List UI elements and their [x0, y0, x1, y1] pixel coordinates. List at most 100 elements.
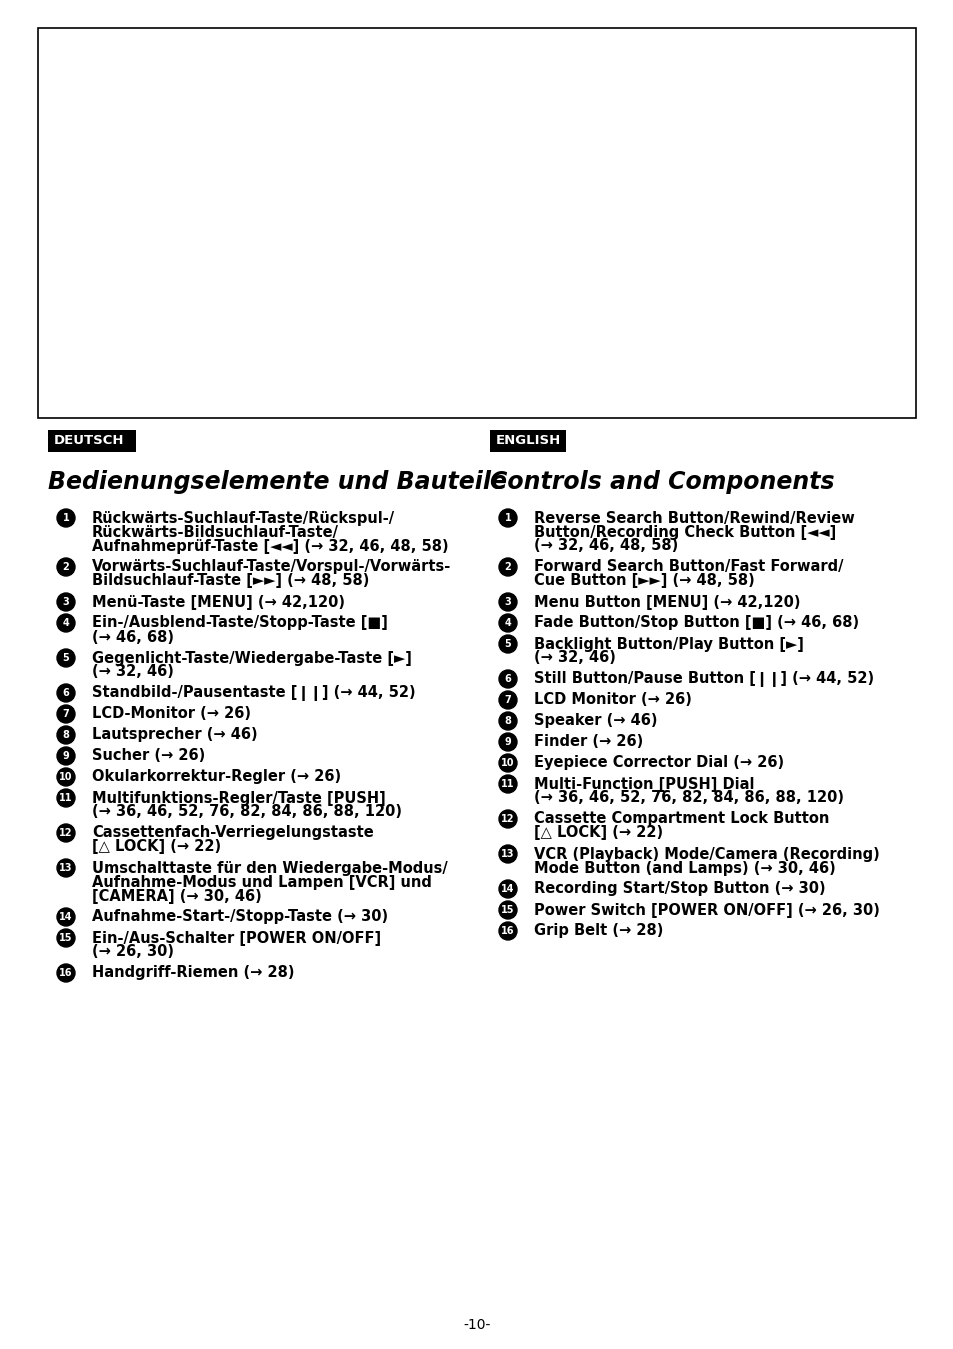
Text: 2: 2	[63, 563, 70, 572]
Text: Sucher (→ 26): Sucher (→ 26)	[91, 749, 205, 764]
Text: Aufnahme-Modus und Lampen [VCR] und: Aufnahme-Modus und Lampen [VCR] und	[91, 874, 432, 889]
Circle shape	[57, 859, 75, 877]
Text: LCD Monitor (→ 26): LCD Monitor (→ 26)	[534, 692, 691, 707]
Circle shape	[498, 774, 517, 793]
Text: Cassettenfach-Verriegelungstaste: Cassettenfach-Verriegelungstaste	[91, 826, 374, 840]
Circle shape	[57, 824, 75, 842]
Text: 12: 12	[59, 828, 72, 838]
Text: 10: 10	[59, 772, 72, 782]
Bar	[48, 430, 136, 452]
Text: 1: 1	[63, 513, 70, 523]
Circle shape	[57, 614, 75, 631]
Text: Still Button/Pause Button [❙❙] (→ 44, 52): Still Button/Pause Button [❙❙] (→ 44, 52…	[534, 670, 873, 687]
Text: Multi-Function [PUSH] Dial: Multi-Function [PUSH] Dial	[534, 777, 754, 792]
Text: Gegenlicht-Taste/Wiedergabe-Taste [►]: Gegenlicht-Taste/Wiedergabe-Taste [►]	[91, 650, 412, 665]
Text: Reverse Search Button/Rewind/Review: Reverse Search Button/Rewind/Review	[534, 510, 854, 526]
Text: Controls and Components: Controls and Components	[490, 469, 834, 494]
Text: 11: 11	[500, 778, 515, 789]
Text: ENGLISH: ENGLISH	[496, 434, 560, 448]
Text: Menu Button [MENU] (→ 42,120): Menu Button [MENU] (→ 42,120)	[534, 595, 800, 610]
Text: 10: 10	[500, 758, 515, 768]
Text: Fade Button/Stop Button [■] (→ 46, 68): Fade Button/Stop Button [■] (→ 46, 68)	[534, 615, 859, 630]
Circle shape	[57, 706, 75, 723]
Text: 8: 8	[504, 716, 511, 726]
Text: Speaker (→ 46): Speaker (→ 46)	[534, 714, 657, 728]
Text: Cassette Compartment Lock Button: Cassette Compartment Lock Button	[534, 812, 828, 827]
Text: Multifunktions-Regler/Taste [PUSH]: Multifunktions-Regler/Taste [PUSH]	[91, 791, 385, 805]
Circle shape	[498, 691, 517, 710]
Text: 15: 15	[500, 905, 515, 915]
Text: 15: 15	[59, 934, 72, 943]
Text: Standbild-/Pausentaste [❙❙] (→ 44, 52): Standbild-/Pausentaste [❙❙] (→ 44, 52)	[91, 685, 416, 701]
Circle shape	[57, 965, 75, 982]
Text: [CAMERA] (→ 30, 46): [CAMERA] (→ 30, 46)	[91, 889, 261, 904]
Text: 8: 8	[63, 730, 70, 741]
Text: Grip Belt (→ 28): Grip Belt (→ 28)	[534, 924, 662, 939]
Text: 5: 5	[504, 639, 511, 649]
Text: 4: 4	[504, 618, 511, 629]
Text: 9: 9	[63, 751, 70, 761]
Circle shape	[57, 726, 75, 745]
Circle shape	[498, 509, 517, 527]
Text: (→ 32, 46, 48, 58): (→ 32, 46, 48, 58)	[534, 538, 678, 553]
Circle shape	[57, 558, 75, 576]
Circle shape	[498, 558, 517, 576]
Text: 7: 7	[63, 710, 70, 719]
Text: (→ 32, 46): (→ 32, 46)	[91, 665, 173, 680]
Text: DEUTSCH: DEUTSCH	[54, 434, 125, 448]
Circle shape	[498, 880, 517, 898]
Text: VCR (Playback) Mode/Camera (Recording): VCR (Playback) Mode/Camera (Recording)	[534, 847, 879, 862]
Text: (→ 26, 30): (→ 26, 30)	[91, 944, 173, 959]
Text: 11: 11	[59, 793, 72, 803]
Circle shape	[498, 670, 517, 688]
Text: Backlight Button/Play Button [►]: Backlight Button/Play Button [►]	[534, 637, 803, 652]
Circle shape	[57, 509, 75, 527]
Circle shape	[498, 712, 517, 730]
Text: Vorwärts-Suchlauf-Taste/Vorspul-/Vorwärts-: Vorwärts-Suchlauf-Taste/Vorspul-/Vorwärt…	[91, 560, 451, 575]
Text: Menü-Taste [MENU] (→ 42,120): Menü-Taste [MENU] (→ 42,120)	[91, 595, 345, 610]
Text: 3: 3	[504, 598, 511, 607]
Text: 4: 4	[63, 618, 70, 629]
Text: [△ LOCK] (→ 22): [△ LOCK] (→ 22)	[534, 826, 662, 840]
Circle shape	[57, 684, 75, 701]
Text: 16: 16	[500, 925, 515, 936]
Text: 14: 14	[500, 884, 515, 894]
Text: 14: 14	[59, 912, 72, 921]
Text: (→ 46, 68): (→ 46, 68)	[91, 630, 173, 645]
Circle shape	[498, 754, 517, 772]
Circle shape	[57, 908, 75, 925]
Text: LCD-Monitor (→ 26): LCD-Monitor (→ 26)	[91, 707, 251, 722]
Text: Ein-/Ausblend-Taste/Stopp-Taste [■]: Ein-/Ausblend-Taste/Stopp-Taste [■]	[91, 615, 388, 630]
Text: [△ LOCK] (→ 22): [△ LOCK] (→ 22)	[91, 839, 221, 854]
Text: Button/Recording Check Button [◄◄]: Button/Recording Check Button [◄◄]	[534, 525, 836, 540]
Text: Umschalttaste für den Wiedergabe-Modus/: Umschalttaste für den Wiedergabe-Modus/	[91, 861, 447, 876]
Text: Finder (→ 26): Finder (→ 26)	[534, 734, 642, 750]
Text: Recording Start/Stop Button (→ 30): Recording Start/Stop Button (→ 30)	[534, 881, 824, 897]
Text: 3: 3	[63, 598, 70, 607]
Circle shape	[57, 594, 75, 611]
Text: Bedienungselemente und Bauteile: Bedienungselemente und Bauteile	[48, 469, 506, 494]
Circle shape	[498, 594, 517, 611]
Circle shape	[498, 733, 517, 751]
Text: 6: 6	[63, 688, 70, 697]
Text: (→ 36, 46, 52, 76, 82, 84, 86, 88, 120): (→ 36, 46, 52, 76, 82, 84, 86, 88, 120)	[534, 791, 843, 805]
Circle shape	[498, 809, 517, 828]
Circle shape	[57, 649, 75, 666]
Text: 1: 1	[504, 513, 511, 523]
Text: (→ 36, 46, 52, 76, 82, 84, 86, 88, 120): (→ 36, 46, 52, 76, 82, 84, 86, 88, 120)	[91, 804, 401, 819]
Text: Bildsuchlauf-Taste [►►] (→ 48, 58): Bildsuchlauf-Taste [►►] (→ 48, 58)	[91, 573, 369, 588]
Text: Rückwärts-Suchlauf-Taste/Rückspul-/: Rückwärts-Suchlauf-Taste/Rückspul-/	[91, 510, 395, 526]
Text: Eyepiece Corrector Dial (→ 26): Eyepiece Corrector Dial (→ 26)	[534, 755, 783, 770]
Text: Mode Button (and Lamps) (→ 30, 46): Mode Button (and Lamps) (→ 30, 46)	[534, 861, 835, 876]
Text: 12: 12	[500, 813, 515, 824]
Bar	[490, 430, 565, 452]
Circle shape	[57, 929, 75, 947]
Text: Aufnahmeprüf-Taste [◄◄] (→ 32, 46, 48, 58): Aufnahmeprüf-Taste [◄◄] (→ 32, 46, 48, 5…	[91, 538, 448, 553]
Text: 2: 2	[504, 563, 511, 572]
Text: Aufnahme-Start-/Stopp-Taste (→ 30): Aufnahme-Start-/Stopp-Taste (→ 30)	[91, 909, 388, 924]
Circle shape	[57, 747, 75, 765]
Text: Forward Search Button/Fast Forward/: Forward Search Button/Fast Forward/	[534, 560, 842, 575]
Text: 9: 9	[504, 737, 511, 747]
Text: 13: 13	[500, 849, 515, 859]
Circle shape	[57, 789, 75, 807]
